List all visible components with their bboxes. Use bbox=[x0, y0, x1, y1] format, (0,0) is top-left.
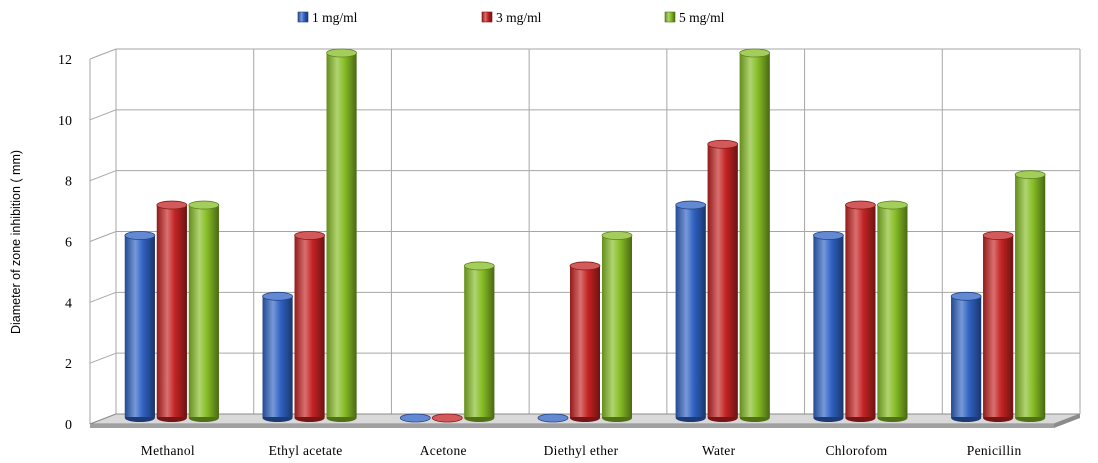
bar bbox=[156, 200, 188, 422]
bar-top bbox=[707, 139, 739, 149]
floor-side bbox=[1054, 414, 1080, 428]
gridline-side bbox=[89, 109, 117, 121]
bar-face bbox=[845, 205, 876, 417]
bar-top bbox=[188, 200, 220, 210]
x-category-label: Acetone bbox=[420, 443, 467, 458]
bar bbox=[1014, 170, 1046, 422]
x-category-label: Diethyl ether bbox=[544, 443, 619, 458]
gridline-side bbox=[89, 291, 117, 303]
bar-top bbox=[845, 200, 876, 210]
bar-top bbox=[294, 231, 325, 240]
y-tick-label: 2 bbox=[65, 357, 72, 372]
bar bbox=[877, 200, 908, 422]
bar-top bbox=[877, 200, 908, 210]
floor-edge bbox=[90, 424, 1054, 428]
legend-swatch bbox=[664, 11, 676, 23]
y-tick-label: 0 bbox=[65, 418, 72, 433]
bar-face bbox=[294, 235, 325, 417]
bar-face bbox=[813, 235, 844, 417]
bar-face bbox=[951, 296, 982, 417]
bar bbox=[569, 261, 601, 422]
bar-top bbox=[675, 200, 707, 210]
bar-face bbox=[983, 235, 1014, 417]
bars bbox=[124, 48, 1046, 423]
legend-swatch bbox=[297, 11, 309, 23]
bar bbox=[950, 291, 982, 422]
bar-top bbox=[262, 291, 293, 301]
bar-face bbox=[124, 235, 155, 417]
bar-top bbox=[537, 413, 569, 423]
y-tick-label: 12 bbox=[58, 53, 72, 68]
y-tick-label: 10 bbox=[58, 114, 72, 129]
bar-top bbox=[813, 231, 844, 240]
bar-face bbox=[156, 205, 187, 417]
bar bbox=[463, 261, 495, 422]
bar bbox=[845, 200, 876, 422]
bar-face bbox=[675, 205, 706, 417]
gridline-side bbox=[89, 352, 117, 364]
bar bbox=[675, 200, 707, 422]
y-tick-label: 6 bbox=[65, 236, 72, 251]
bar bbox=[399, 413, 431, 423]
bar bbox=[982, 231, 1014, 422]
bar bbox=[537, 413, 569, 423]
x-category-label: Ethyl acetate bbox=[269, 443, 343, 458]
legend-item: 3 mg/ml bbox=[481, 10, 542, 25]
legend-swatch bbox=[481, 11, 493, 23]
legend-item: 1 mg/ml bbox=[297, 10, 358, 25]
x-category-label: Chlorofom bbox=[825, 443, 887, 458]
y-tick-label: 4 bbox=[65, 296, 72, 311]
bar-top bbox=[463, 261, 495, 271]
bar-top bbox=[982, 231, 1014, 240]
bar bbox=[326, 48, 357, 422]
bar-face bbox=[570, 265, 600, 417]
gridline-side bbox=[89, 48, 117, 60]
legend-label: 5 mg/ml bbox=[679, 10, 725, 25]
x-category-label: Penicillin bbox=[967, 443, 1022, 458]
legend-label: 1 mg/ml bbox=[312, 10, 358, 25]
bar-face bbox=[464, 265, 495, 417]
gridline-side bbox=[89, 231, 117, 242]
bar-top bbox=[739, 48, 771, 58]
bar bbox=[813, 231, 844, 422]
bar-face bbox=[739, 53, 770, 417]
bar-top bbox=[950, 291, 982, 301]
bar bbox=[601, 231, 633, 422]
bar-top bbox=[569, 261, 601, 271]
bar bbox=[739, 48, 771, 422]
bar bbox=[124, 231, 156, 422]
legend-item: 5 mg/ml bbox=[664, 10, 725, 25]
bar-top bbox=[124, 231, 156, 240]
x-category-label: Water bbox=[702, 443, 736, 458]
bar bbox=[188, 200, 220, 422]
y-axis-label: Diameter of zone inhibition ( mm) bbox=[9, 150, 23, 334]
bar-top bbox=[601, 231, 633, 240]
legend: 1 mg/ml 3 mg/ml 5 mg/ml bbox=[297, 10, 725, 25]
bar-face bbox=[1015, 174, 1046, 417]
bar-face bbox=[262, 296, 293, 417]
legend-label: 3 mg/ml bbox=[496, 10, 542, 25]
gridline-side bbox=[89, 170, 117, 182]
x-category-label: Methanol bbox=[141, 443, 195, 458]
bar-face bbox=[188, 205, 219, 417]
bar-top bbox=[326, 48, 357, 58]
y-tick-label: 8 bbox=[65, 175, 72, 190]
bar-top bbox=[1014, 170, 1046, 180]
bar-top bbox=[431, 413, 463, 423]
y-axis-ticks: 0 2 4 6 8 10 12 bbox=[58, 53, 72, 433]
bar-face bbox=[707, 144, 738, 417]
bar bbox=[262, 291, 293, 422]
bar-top bbox=[399, 413, 431, 423]
bar bbox=[431, 413, 463, 423]
bar-face bbox=[602, 235, 632, 417]
bar bbox=[294, 231, 325, 422]
bar-face bbox=[877, 205, 908, 417]
bar-face bbox=[326, 53, 357, 417]
bar bbox=[707, 139, 739, 422]
x-axis-categories: Methanol Ethyl acetate Acetone Diethyl ethe… bbox=[141, 443, 1022, 458]
bar-top bbox=[156, 200, 188, 210]
